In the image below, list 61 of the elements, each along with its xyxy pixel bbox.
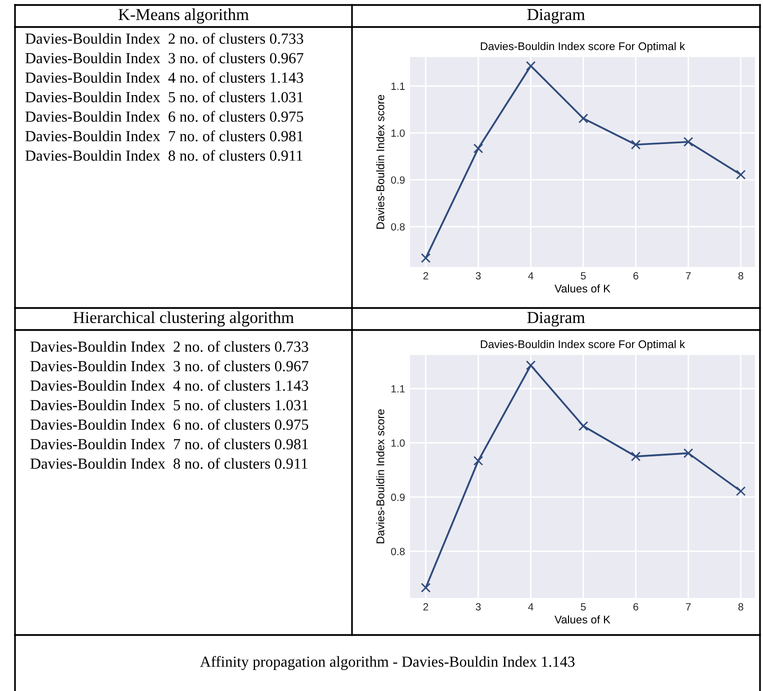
point xyxy=(473,456,484,466)
text: Davies-Bouldin Index 6 no. of clusters 0.975 xyxy=(25,110,304,122)
x-tick-label: 7 xyxy=(686,603,691,610)
x-axis-title: Values of K xyxy=(554,284,610,293)
x-tick-label: 5 xyxy=(580,272,586,280)
chart-title: Diagram xyxy=(527,8,585,24)
y-tick-label: 0.8 xyxy=(391,548,405,556)
text: Davies-Bouldin Index 8 no. of clusters 0.911 xyxy=(25,150,302,161)
text: Davies-Bouldin Index 2 no. of clusters 0.733 xyxy=(30,340,308,352)
text: Davies-Bouldin Index 4 no. of clusters 1.143 xyxy=(25,72,304,83)
x-tick-label: 8 xyxy=(738,272,744,280)
y-tick-label: 1.1 xyxy=(391,82,405,90)
x-tick-label: 8 xyxy=(738,603,744,611)
text: Affinity propagation algorithm - Davies-Bouldin Index 1.143 xyxy=(200,656,575,670)
text: Hierarchical clustering algorithm xyxy=(73,311,294,327)
text: Davies-Bouldin Index 3 no. of clusters 0.967 xyxy=(30,360,308,372)
x-tick-label: 2 xyxy=(423,272,428,280)
chart-title: Diagram xyxy=(527,312,585,327)
x-tick-label: 7 xyxy=(686,272,691,280)
chart-subtitle: Davies-Bouldin Index score For Optimal k xyxy=(480,340,686,350)
text: Davies-Bouldin Index 3 no. of clusters 0.967 xyxy=(25,52,304,64)
text: Davies-Bouldin Index 2 no. of clusters 0.733 xyxy=(25,32,304,44)
point xyxy=(736,486,746,496)
point xyxy=(736,170,746,180)
x-tick-label: 3 xyxy=(476,603,481,611)
point xyxy=(526,360,536,370)
point xyxy=(473,144,484,154)
point xyxy=(578,114,588,124)
text: K-Means algorithm xyxy=(118,8,249,24)
y-tick-label: 1.0 xyxy=(391,439,405,447)
chart-subtitle: Davies-Bouldin Index score For Optimal k xyxy=(480,42,686,52)
text: Davies-Bouldin Index 8 no. of clusters 0.911 xyxy=(30,458,308,469)
text: Davies-Bouldin Index 5 no. of clusters 1.031 xyxy=(30,399,308,410)
point xyxy=(420,253,431,263)
y-axis-title: Davies-Bouldin Index score xyxy=(376,94,384,229)
y-tick-label: 1.1 xyxy=(391,385,405,392)
text: Davies-Bouldin Index 4 no. of clusters 1.143 xyxy=(30,380,308,391)
y-tick-label: 0.8 xyxy=(391,223,405,231)
x-axis-title: Values of K xyxy=(554,615,610,624)
point xyxy=(578,421,588,431)
x-tick-label: 3 xyxy=(476,272,481,280)
point xyxy=(526,61,536,71)
y-tick-label: 0.9 xyxy=(391,494,405,501)
point xyxy=(630,140,641,150)
x-tick-label: 2 xyxy=(423,603,428,610)
x-tick-label: 6 xyxy=(633,272,638,280)
point xyxy=(420,582,431,593)
y-tick-label: 0.9 xyxy=(391,176,405,184)
x-tick-label: 4 xyxy=(528,603,534,610)
x-tick-label: 5 xyxy=(580,603,586,611)
text: Davies-Bouldin Index 7 no. of clusters 0.981 xyxy=(25,130,303,142)
y-tick-label: 1.0 xyxy=(391,129,405,137)
point xyxy=(683,136,694,147)
text: Davies-Bouldin Index 7 no. of clusters 0.981 xyxy=(30,438,308,450)
text: Davies-Bouldin Index 5 no. of clusters 1.031 xyxy=(25,91,303,102)
point xyxy=(630,452,641,462)
point xyxy=(683,448,694,458)
y-axis-title: Davies-Bouldin Index score xyxy=(376,409,384,544)
x-tick-label: 4 xyxy=(528,272,534,280)
x-tick-label: 6 xyxy=(633,603,638,611)
text: Davies-Bouldin Index 6 no. of clusters 0.975 xyxy=(30,418,308,430)
